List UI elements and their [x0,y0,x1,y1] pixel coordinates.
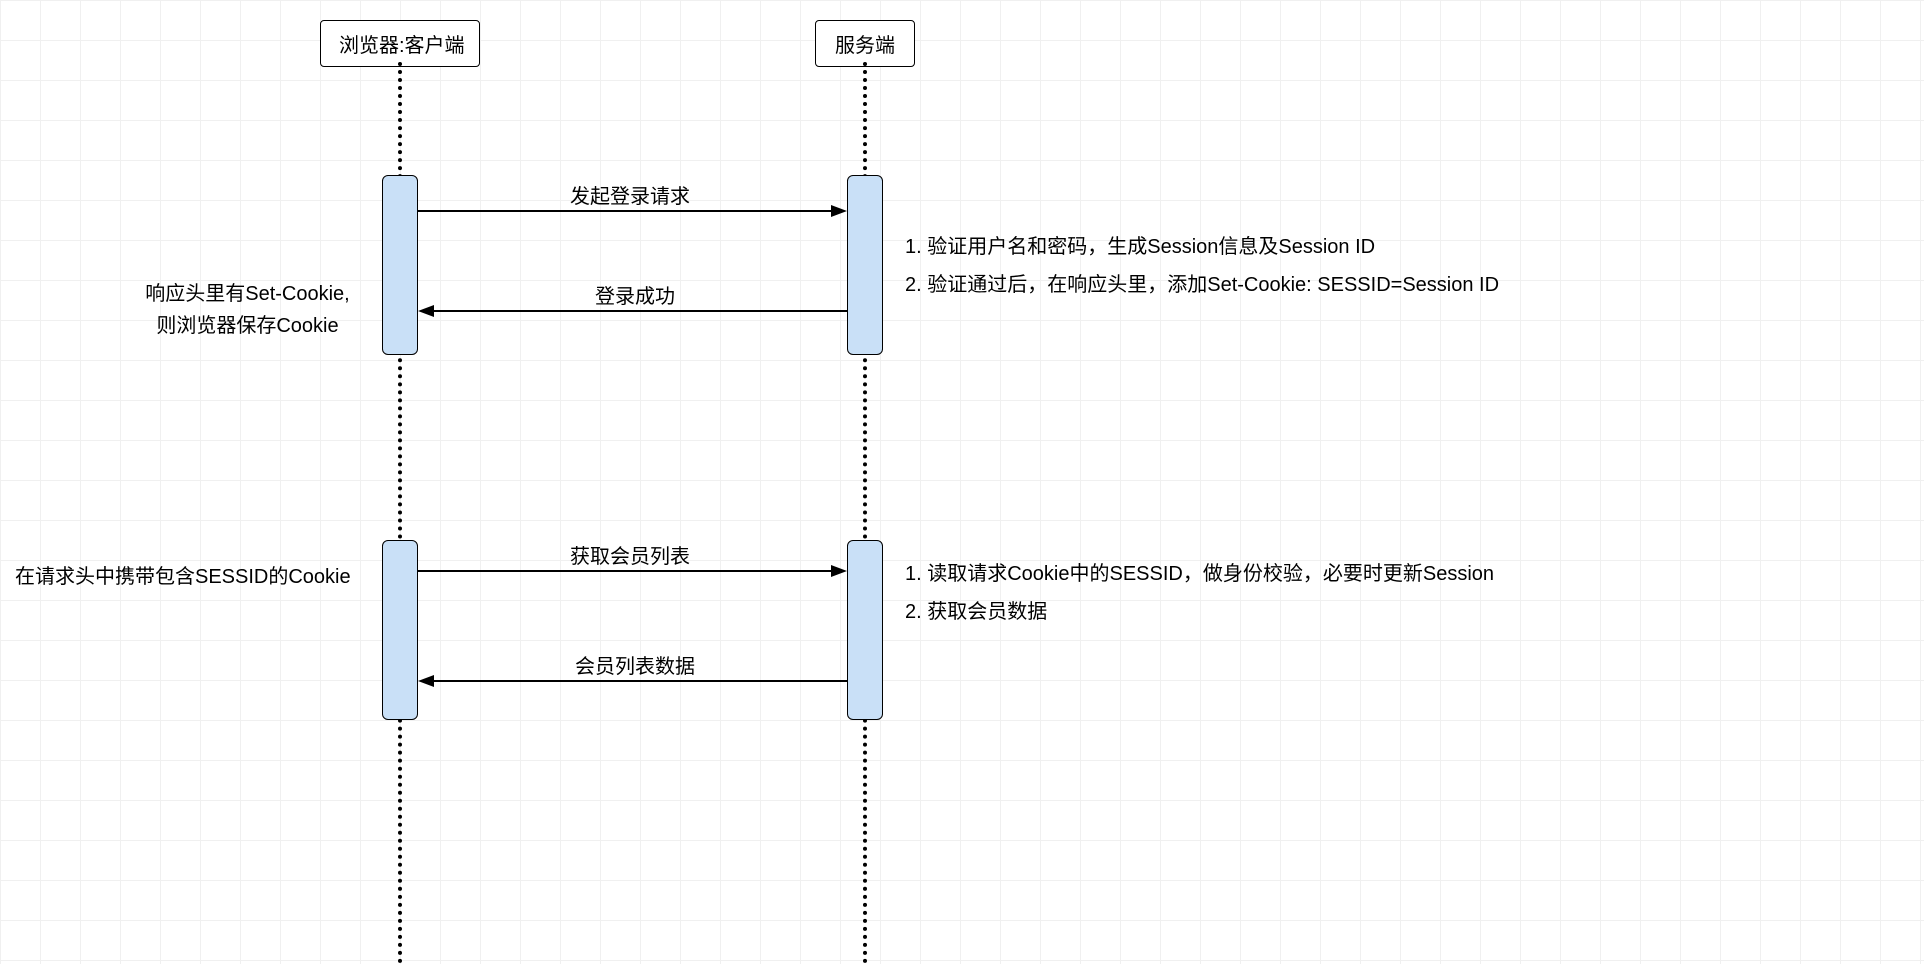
note-list-left-line1: 在请求头中携带包含SESSID的Cookie [15,558,375,596]
msg-list-request: 获取会员列表 [560,540,700,569]
note-list-right-line1: 1. 读取请求Cookie中的SESSID，做身份校验，必要时更新Session [905,555,1494,593]
participant-client-label: 浏览器:客户端 [339,35,465,57]
participant-client: 浏览器:客户端 [320,20,480,67]
note-login-left-line2: 则浏览器保存Cookie [125,310,370,342]
note-list-right: 1. 读取请求Cookie中的SESSID，做身份校验，必要时更新Session… [905,555,1494,631]
participant-server-label: 服务端 [835,35,895,57]
activation-client-1 [382,175,418,355]
activation-server-2 [847,540,883,720]
msg-login-success: 登录成功 [585,280,685,309]
msg-login-request: 发起登录请求 [560,180,700,209]
note-list-right-line2: 2. 获取会员数据 [905,593,1494,631]
note-login-left-line1: 响应头里有Set-Cookie, [125,278,370,310]
grid-background [0,0,1924,964]
note-login-right-line2: 2. 验证通过后，在响应头里，添加Set-Cookie: SESSID=Sess… [905,266,1499,304]
note-login-left: 响应头里有Set-Cookie, 则浏览器保存Cookie [125,278,370,342]
activation-client-2 [382,540,418,720]
note-login-right: 1. 验证用户名和密码，生成Session信息及Session ID 2. 验证… [905,228,1499,304]
note-list-left: 在请求头中携带包含SESSID的Cookie [15,558,375,596]
participant-server: 服务端 [815,20,915,67]
msg-list-response: 会员列表数据 [565,650,705,679]
activation-server-1 [847,175,883,355]
note-login-right-line1: 1. 验证用户名和密码，生成Session信息及Session ID [905,228,1499,266]
